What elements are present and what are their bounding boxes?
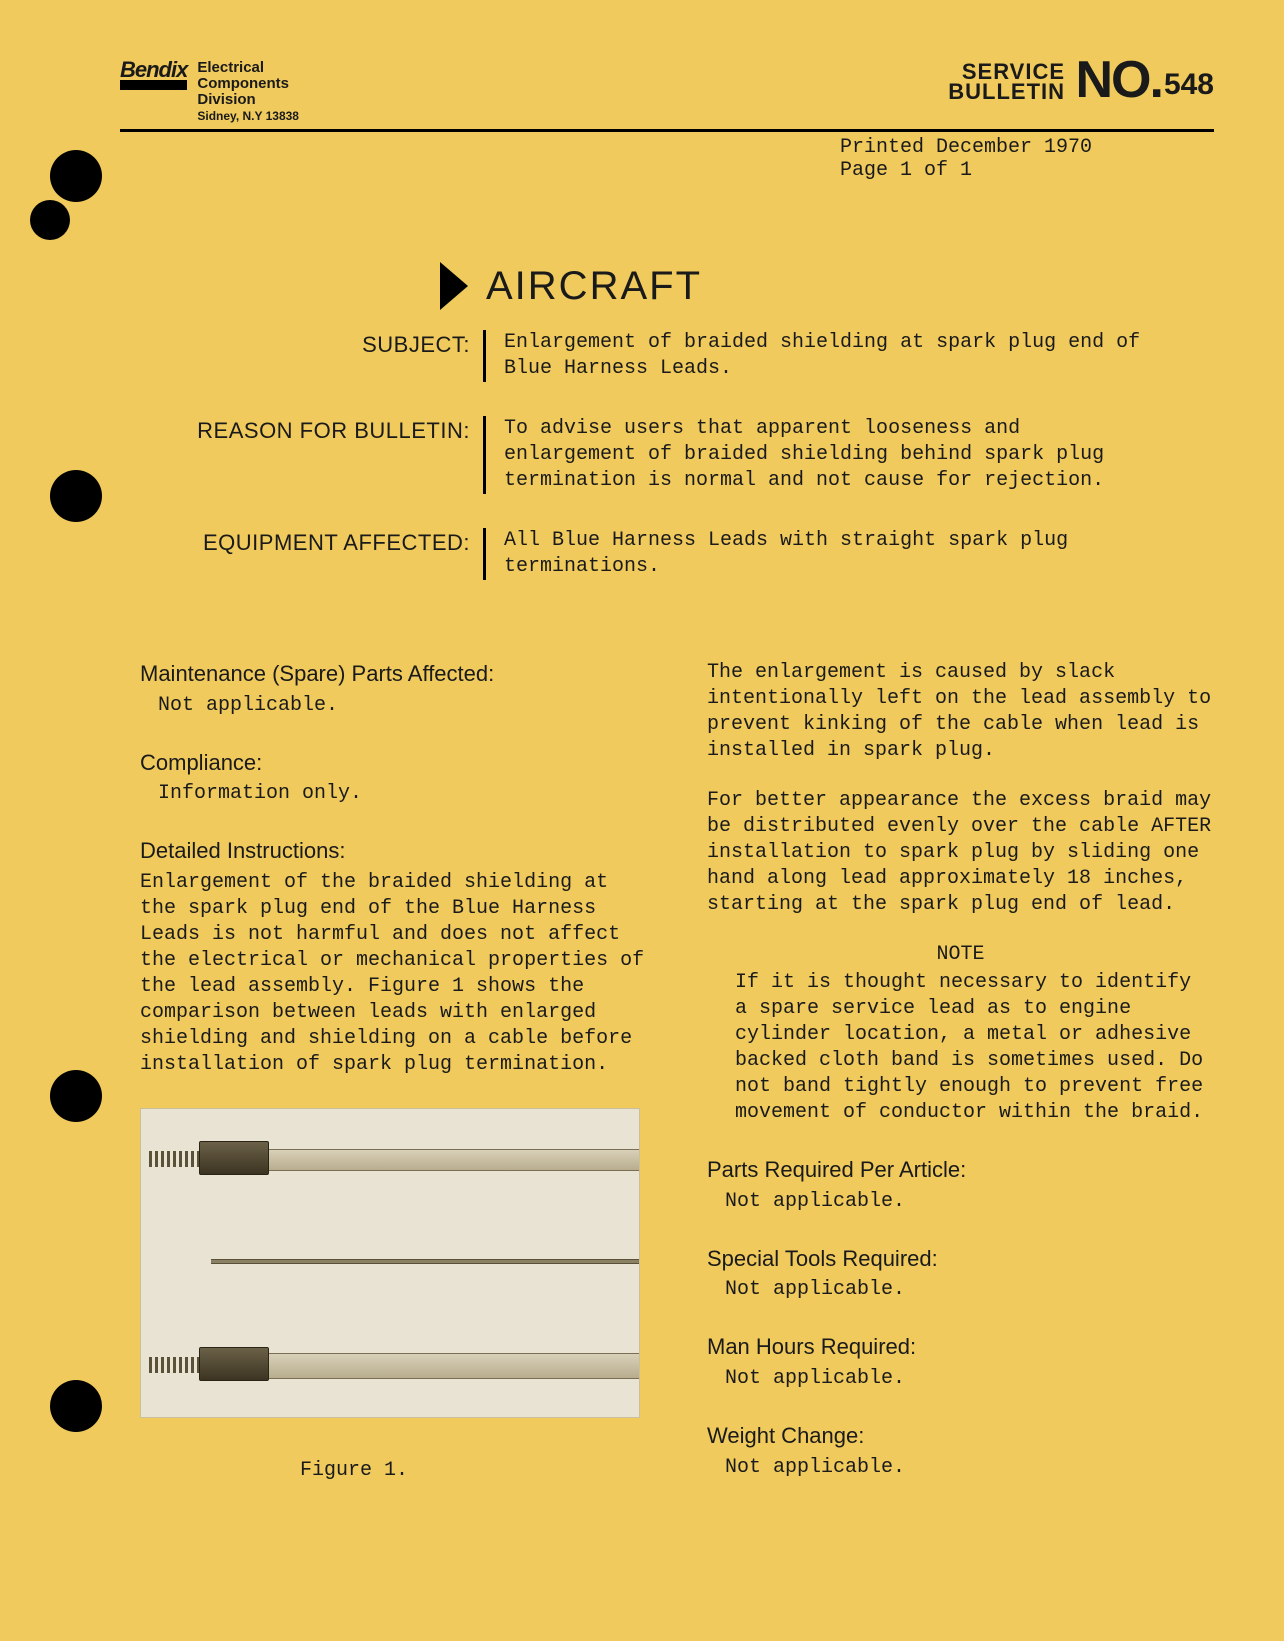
equipment-text: All Blue Harness Leads with straight spa… bbox=[498, 528, 1158, 580]
spring-icon bbox=[149, 1357, 199, 1373]
hours-heading: Man Hours Required: bbox=[707, 1333, 1214, 1362]
weight-body: Not applicable. bbox=[725, 1455, 1214, 1481]
reason-text: To advise users that apparent looseness … bbox=[498, 416, 1158, 494]
figure-1: Figure 1. bbox=[140, 1108, 647, 1484]
subject-text: Enlargement of braided shielding at spar… bbox=[498, 330, 1158, 382]
left-column: Maintenance (Spare) Parts Affected: Not … bbox=[140, 660, 647, 1510]
connector-icon bbox=[199, 1347, 269, 1381]
cable-icon bbox=[269, 1149, 640, 1171]
bulletin-number-block: SERVICE BULLETIN NO.548 bbox=[948, 60, 1214, 102]
maintenance-body: Not applicable. bbox=[158, 693, 647, 719]
para-appearance: For better appearance the excess braid m… bbox=[707, 788, 1214, 918]
page-number: Page 1 of 1 bbox=[840, 159, 1214, 182]
aircraft-title: AIRCRAFT bbox=[486, 264, 702, 309]
body-columns: Maintenance (Spare) Parts Affected: Not … bbox=[140, 660, 1214, 1510]
page: Bendix Electrical Components Division Si… bbox=[0, 0, 1284, 1641]
hole-punch bbox=[50, 150, 102, 202]
aircraft-heading: AIRCRAFT bbox=[440, 262, 1214, 310]
compliance-heading: Compliance: bbox=[140, 749, 647, 778]
label-line: BULLETIN bbox=[948, 79, 1065, 104]
detailed-heading: Detailed Instructions: bbox=[140, 837, 647, 866]
cable-icon bbox=[269, 1353, 640, 1379]
vertical-rule bbox=[483, 528, 486, 580]
compliance-body: Information only. bbox=[158, 781, 647, 807]
tools-body: Not applicable. bbox=[725, 1277, 1214, 1303]
reason-label: REASON FOR BULLETIN: bbox=[190, 416, 470, 494]
brand-name: Bendix bbox=[120, 60, 187, 90]
detailed-body: Enlargement of the braided shielding at … bbox=[140, 870, 647, 1078]
hours-body: Not applicable. bbox=[725, 1366, 1214, 1392]
para-enlargement: The enlargement is caused by slack inten… bbox=[707, 660, 1214, 764]
hole-punch bbox=[30, 200, 70, 240]
bulletin-label-row: SERVICE BULLETIN NO.548 bbox=[948, 60, 1214, 102]
weight-heading: Weight Change: bbox=[707, 1422, 1214, 1451]
connector-icon bbox=[199, 1141, 269, 1175]
print-info: Printed December 1970 Page 1 of 1 bbox=[840, 136, 1214, 182]
note-title: NOTE bbox=[707, 942, 1214, 968]
service-bulletin-label: SERVICE BULLETIN bbox=[948, 62, 1065, 102]
division-line: Electrical bbox=[197, 60, 299, 76]
header: Bendix Electrical Components Division Si… bbox=[120, 60, 1214, 132]
logo-block: Bendix Electrical Components Division Si… bbox=[120, 60, 299, 123]
address: Sidney, N.Y 13838 bbox=[197, 109, 299, 123]
right-column: The enlargement is caused by slack inten… bbox=[707, 660, 1214, 1510]
no-label: NO. bbox=[1075, 60, 1161, 102]
division-line: Components bbox=[197, 76, 299, 92]
division-line: Division bbox=[197, 92, 299, 108]
hole-punch bbox=[50, 1380, 102, 1432]
division-block: Electrical Components Division Sidney, N… bbox=[197, 60, 299, 123]
bendix-logo: Bendix bbox=[120, 60, 187, 90]
wire-icon bbox=[211, 1259, 640, 1264]
equipment-label: EQUIPMENT AFFECTED: bbox=[190, 528, 470, 580]
printed-date: Printed December 1970 bbox=[840, 136, 1214, 159]
parts-heading: Parts Required Per Article: bbox=[707, 1156, 1214, 1185]
maintenance-heading: Maintenance (Spare) Parts Affected: bbox=[140, 660, 647, 689]
hole-punch bbox=[50, 1070, 102, 1122]
subject-label: SUBJECT: bbox=[190, 330, 470, 382]
vertical-rule bbox=[483, 330, 486, 382]
parts-body: Not applicable. bbox=[725, 1189, 1214, 1215]
bulletin-number: 548 bbox=[1164, 68, 1214, 102]
figure-image bbox=[140, 1108, 640, 1418]
tools-heading: Special Tools Required: bbox=[707, 1245, 1214, 1274]
info-grid: SUBJECT: Enlargement of braided shieldin… bbox=[190, 330, 1214, 580]
spring-icon bbox=[149, 1151, 199, 1167]
figure-caption: Figure 1. bbox=[300, 1458, 647, 1484]
triangle-icon bbox=[440, 262, 468, 310]
hole-punch bbox=[50, 470, 102, 522]
note-body: If it is thought necessary to identify a… bbox=[735, 970, 1204, 1126]
vertical-rule bbox=[483, 416, 486, 494]
